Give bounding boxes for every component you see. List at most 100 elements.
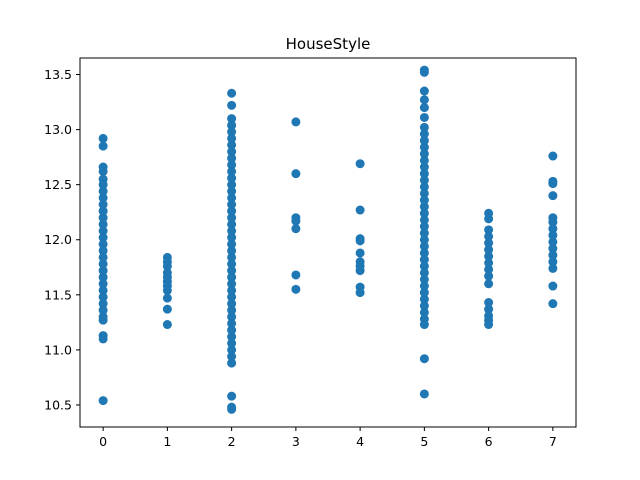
data-point <box>98 315 108 325</box>
y-tick-label: 12.5 <box>44 177 72 192</box>
data-point <box>484 231 494 241</box>
data-point <box>419 222 429 232</box>
y-tick-label: 13.0 <box>44 122 72 137</box>
data-point <box>419 241 429 251</box>
data-point <box>98 292 108 302</box>
data-point <box>98 259 108 269</box>
data-point <box>419 86 429 96</box>
data-point <box>227 391 237 401</box>
data-point <box>162 285 172 295</box>
data-point <box>227 233 237 243</box>
data-point <box>227 226 237 236</box>
data-point <box>419 268 429 278</box>
x-tick-label: 6 <box>485 434 493 449</box>
data-point <box>548 244 558 254</box>
data-point <box>419 122 429 132</box>
data-point <box>227 219 237 229</box>
data-point <box>98 133 108 143</box>
x-tick-label: 7 <box>549 434 557 449</box>
data-point <box>98 305 108 315</box>
data-point <box>548 299 558 309</box>
y-tick-label: 10.5 <box>44 397 72 412</box>
data-point <box>227 206 237 216</box>
data-point <box>419 261 429 271</box>
data-point <box>548 217 558 227</box>
data-point <box>227 292 237 302</box>
data-point <box>98 252 108 262</box>
data-point <box>227 318 237 328</box>
data-point <box>419 142 429 152</box>
data-point <box>291 284 301 294</box>
data-point <box>484 279 494 289</box>
data-point <box>419 288 429 298</box>
data-point <box>227 140 237 150</box>
y-tick-label: 12.0 <box>44 232 72 247</box>
data-point <box>98 180 108 190</box>
data-point <box>227 199 237 209</box>
data-point <box>98 396 108 406</box>
data-point <box>227 279 237 289</box>
data-point <box>419 320 429 330</box>
data-point <box>227 127 237 137</box>
data-point <box>98 239 108 249</box>
data-point <box>419 354 429 364</box>
data-point <box>484 271 494 281</box>
data-point <box>162 304 172 314</box>
y-tick-label: 11.5 <box>44 287 72 302</box>
data-point <box>98 186 108 196</box>
data-point <box>98 166 108 176</box>
data-point <box>227 186 237 196</box>
chart-title: HouseStyle <box>286 35 371 53</box>
x-tick-label: 5 <box>420 434 428 449</box>
data-point <box>227 193 237 203</box>
data-point <box>291 216 301 226</box>
data-point <box>227 88 237 98</box>
data-point <box>98 213 108 223</box>
data-point <box>355 205 365 215</box>
data-point <box>355 236 365 246</box>
data-point <box>98 334 108 344</box>
data-point <box>227 173 237 183</box>
data-point <box>227 345 237 355</box>
x-tick-label: 0 <box>99 434 107 449</box>
data-point <box>98 199 108 209</box>
data-point <box>227 213 237 223</box>
data-point <box>162 261 172 271</box>
data-point <box>355 288 365 298</box>
data-point <box>98 279 108 289</box>
data-point <box>162 320 172 330</box>
data-point <box>484 214 494 224</box>
x-axis-ticks: 0 1 2 3 4 5 6 7 <box>99 427 557 449</box>
data-point <box>419 307 429 317</box>
data-point <box>227 266 237 276</box>
data-point <box>484 304 494 314</box>
data-point <box>548 191 558 201</box>
data-point <box>227 153 237 163</box>
data-point <box>355 266 365 276</box>
data-point <box>548 281 558 291</box>
y-tick-label: 11.0 <box>44 342 72 357</box>
data-point <box>548 151 558 161</box>
data-point <box>484 264 494 274</box>
data-point <box>227 246 237 256</box>
data-point <box>548 230 558 240</box>
data-point <box>484 251 494 261</box>
data-point <box>484 320 494 330</box>
data-point <box>484 245 494 255</box>
data-point <box>548 257 558 267</box>
data-point <box>419 294 429 304</box>
data-point <box>419 95 429 105</box>
data-point <box>419 235 429 245</box>
data-point <box>98 299 108 309</box>
data-point <box>419 103 429 113</box>
data-point <box>484 298 494 308</box>
data-point <box>419 215 429 225</box>
data-point <box>548 237 558 247</box>
data-point <box>227 358 237 368</box>
data-point <box>291 169 301 179</box>
data-point <box>419 155 429 165</box>
data-point <box>227 259 237 269</box>
data-point <box>419 175 429 185</box>
data-point <box>227 325 237 335</box>
